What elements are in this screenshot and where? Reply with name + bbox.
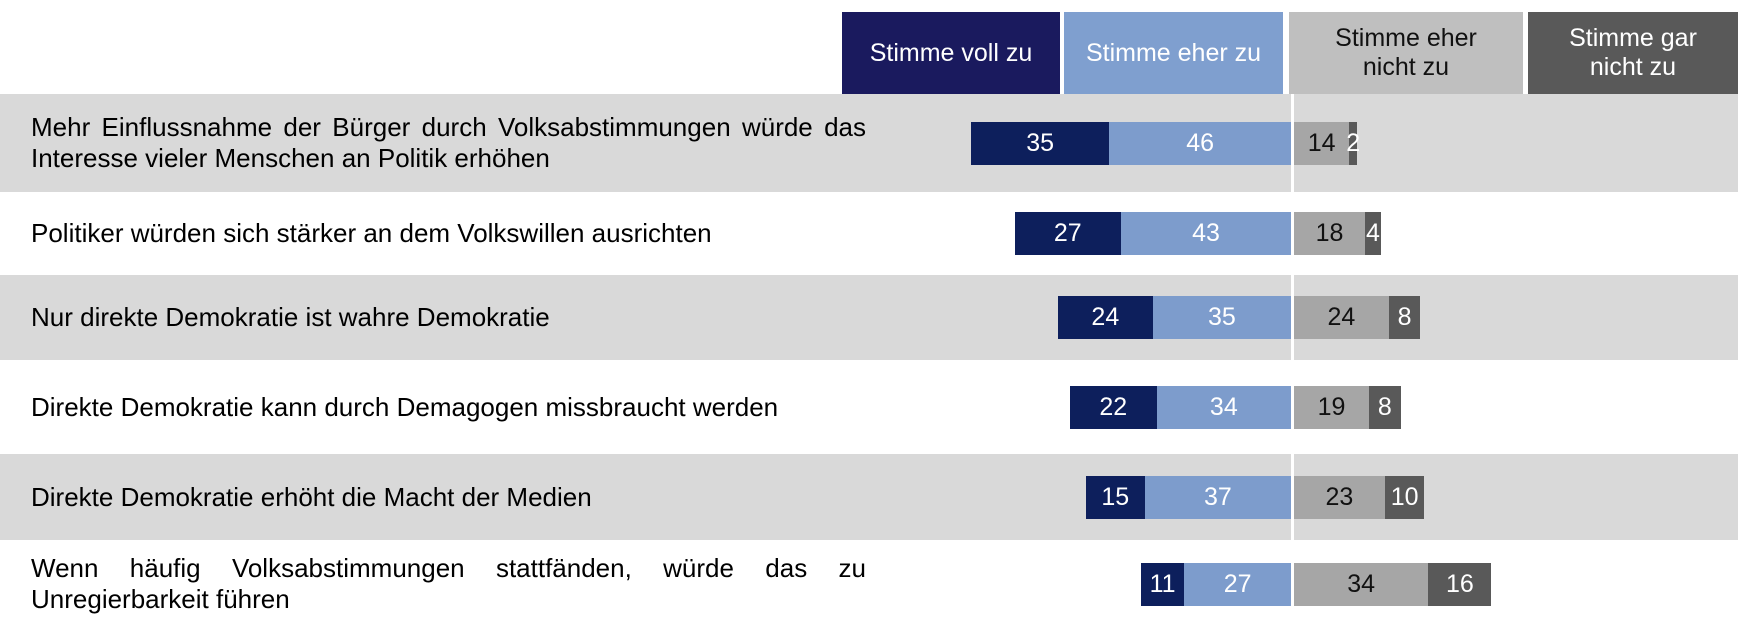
bar-segment: 2 [1346, 121, 1360, 165]
bar-segment: 8 [1369, 385, 1401, 429]
row-background [0, 94, 1738, 192]
bar-segment: 16 [1428, 562, 1492, 606]
category-label: Direkte Demokratie erhöht die Macht der … [31, 481, 592, 512]
bar-segment: 10 [1384, 475, 1425, 519]
row-background [0, 192, 1738, 275]
legend-header: Stimme eher zu [1064, 12, 1283, 94]
bar-segment: 34 [1294, 562, 1429, 606]
bar-segment: 22 [1069, 385, 1157, 429]
row-background [0, 360, 1738, 454]
legend-header: Stimme gar nicht zu [1528, 12, 1738, 94]
bar-segment: 4 [1365, 212, 1381, 255]
bar-segment: 27 [1184, 562, 1291, 606]
bar-segment: 24 [1057, 296, 1153, 339]
bar-segment: 23 [1294, 475, 1385, 519]
bar-segment: 35 [1152, 296, 1291, 339]
bar-segment: 15 [1085, 475, 1145, 519]
bar-segment: 43 [1121, 212, 1291, 255]
category-label: Mehr Einflussnahme der Bürger durch Volk… [31, 112, 866, 173]
bar-segment: 35 [971, 121, 1110, 165]
category-label: Direkte Demokratie kann durch Demagogen … [31, 391, 779, 422]
bar-segment: 8 [1388, 296, 1421, 339]
row-background [0, 454, 1738, 540]
bar-segment: 11 [1140, 562, 1185, 606]
bar-segment: 18 [1294, 212, 1366, 255]
center-line [1291, 94, 1294, 628]
bar-segment: 46 [1109, 121, 1291, 165]
bar-segment: 34 [1156, 385, 1291, 429]
bar-segment: 24 [1294, 296, 1389, 339]
bar-segment: 27 [1014, 212, 1122, 255]
category-label: Politiker würden sich stärker an dem Vol… [31, 218, 712, 248]
category-label: Wenn häufig Volksabstimmungen stattfände… [31, 553, 866, 614]
bar-segment: 19 [1294, 385, 1370, 429]
row-background [0, 275, 1738, 360]
bar-segment: 37 [1144, 475, 1291, 519]
category-label: Nur direkte Demokratie ist wahre Demokra… [31, 302, 550, 332]
legend-header: Stimme eher nicht zu [1289, 12, 1523, 94]
legend-header: Stimme voll zu [842, 12, 1060, 94]
bar-segment: 14 [1294, 121, 1350, 165]
